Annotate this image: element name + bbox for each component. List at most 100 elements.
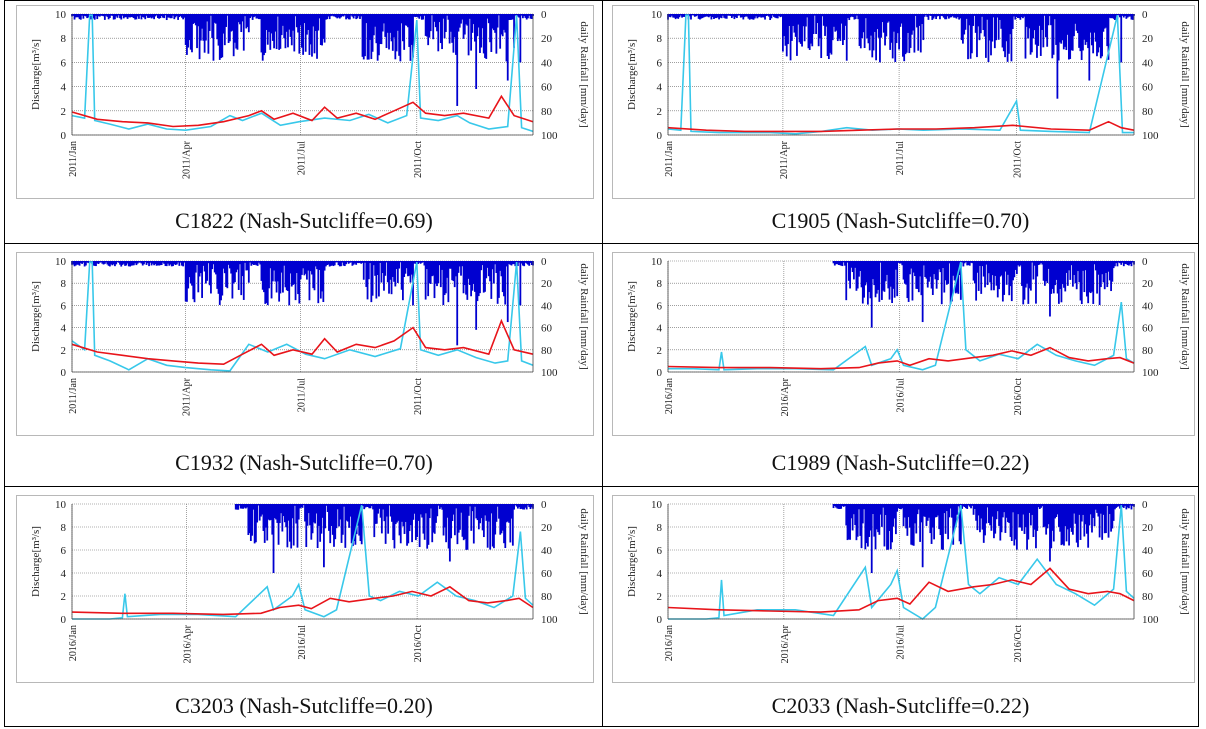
rainfall-bar [417,504,420,521]
rainfall-bars [667,14,1135,99]
rainfall-bar [783,14,786,37]
rainfall-bar [993,504,995,539]
rainfall-bar [332,261,335,267]
rainfall-bar [436,14,438,32]
rainfall-bar [398,504,401,536]
rainfall-bar [100,14,102,16]
rainfall-bar [855,261,858,291]
rainfall-bar [112,261,115,265]
rainfall-bar [475,14,478,90]
y-tick-label: 6 [61,300,67,312]
rainfall-bar [506,14,509,81]
rainfall-bar [1074,504,1077,524]
rainfall-bar [894,14,897,62]
rainfall-bar [98,14,101,17]
y2-tick-label: 40 [1142,57,1154,69]
rainfall-bar [495,14,498,54]
rainfall-bar [490,261,493,299]
rainfall-bar [784,14,787,46]
rainfall-bar [468,261,471,285]
rainfall-bar [391,504,393,522]
rainfall-bar [299,14,302,26]
rainfall-bar [956,504,958,515]
rainfall-bar [420,261,423,263]
rainfall-bar [384,14,387,37]
rainfall-bar [467,504,470,516]
rainfall-bar [853,14,856,20]
rainfall-bar [986,14,989,20]
rainfall-bar [462,504,465,541]
rainfall-bar [255,14,258,19]
rainfall-bar [179,261,182,263]
rainfall-bar [863,504,865,510]
rainfall-bar [115,261,118,265]
rainfall-bar [477,14,480,28]
rainfall-bar [1013,261,1016,278]
rainfall-bar [879,14,881,63]
rainfall-bar [981,261,984,267]
rainfall-bar [928,504,930,518]
rainfall-bar [868,504,871,537]
y2-tick-label: 0 [541,256,547,268]
rainfall-bar [931,504,934,528]
y-tick-label: 6 [657,57,663,69]
rainfall-bar [883,504,886,547]
rainfall-bar [878,261,881,302]
rainfall-bar [769,14,772,21]
rainfall-bar [1096,261,1098,294]
rainfall-bar [1077,261,1079,272]
rainfall-bar [913,14,916,53]
rainfall-bar [1013,504,1016,546]
rainfall-bar [260,504,262,517]
rainfall-bar [765,14,768,16]
rainfall-bar [404,261,407,274]
rainfall-bar [270,14,273,34]
rainfall-bar [921,261,924,323]
rainfall-bar [946,14,949,17]
rainfall-bar [775,14,778,19]
y-tick-label: 2 [61,591,67,603]
rainfall-bar [1131,261,1134,263]
rainfall-bar [321,14,323,46]
rainfall-bar [743,14,746,18]
rainfall-bar [733,14,736,20]
rainfall-bar [271,504,274,535]
rainfall-bar [852,504,855,515]
rainfall-bar [896,504,899,512]
rainfall-bar [887,14,890,22]
rainfall-bar [1023,504,1026,534]
rainfall-bar [412,504,415,520]
rainfall-bar [1010,261,1013,302]
rainfall-bar [916,14,918,28]
y2-tick-label: 60 [541,82,553,94]
rainfall-bar [911,261,914,301]
rainfall-bar [336,261,339,263]
rainfall-bar [126,14,129,19]
rainfall-bar [825,14,828,27]
rainfall-bar [375,14,378,44]
rainfall-bar [1083,261,1086,293]
rainfall-bar [213,14,216,23]
rainfall-bar [969,14,972,59]
rainfall-bar [232,261,235,284]
rainfall-bar [1057,504,1060,527]
rainfall-bar [882,504,885,508]
rainfall-bar [1052,504,1055,542]
rainfall-bar [862,14,865,33]
rainfall-bar [291,504,294,519]
rainfall-bar [254,504,257,543]
y-tick-label: 10 [651,499,663,511]
rainfall-bar [926,504,929,521]
rainfall-bar [937,504,939,516]
rainfall-bar [718,14,720,20]
rainfall-bar [374,261,377,276]
rainfall-bar [227,261,230,265]
rainfall-bar [134,261,137,264]
rainfall-bar [682,14,685,17]
x-tick-label: 2016/Oct [1013,625,1024,662]
rainfall-bar [466,504,469,550]
rainfall-bar [1018,14,1020,19]
rainfall-bar [342,261,345,266]
rainfall-bar [1070,14,1073,51]
rainfall-bar [834,14,837,32]
